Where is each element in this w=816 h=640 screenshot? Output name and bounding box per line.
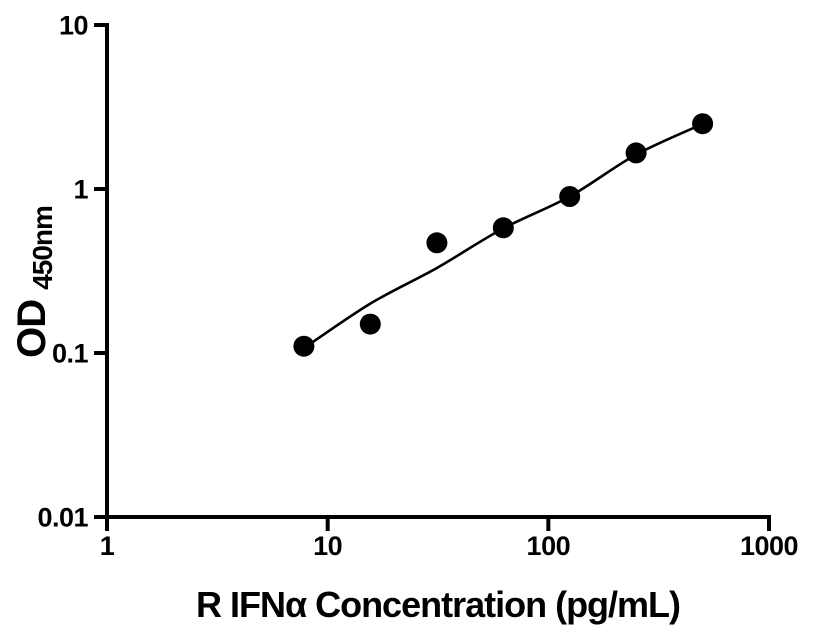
x-tick-label: 10: [313, 531, 342, 561]
data-point: [692, 113, 714, 135]
data-point: [559, 186, 581, 207]
data-points: [293, 113, 714, 357]
y-axis-ticks: 10 1 0.1 0.01: [37, 11, 107, 533]
y-axis-title-main: OD: [10, 300, 54, 358]
y-tick-label: 0.1: [52, 339, 89, 369]
y-tick-label: 1: [73, 175, 88, 205]
data-point: [492, 217, 514, 239]
data-point: [625, 142, 647, 164]
data-point: [426, 232, 448, 254]
data-point: [293, 335, 315, 357]
data-point: [359, 313, 381, 335]
y-tick-label: 0.01: [37, 503, 88, 533]
x-tick-label: 100: [527, 531, 571, 561]
y-axis-title-subscript: 450nm: [27, 206, 58, 290]
x-tick-label: 1: [100, 531, 115, 561]
x-axis-ticks: 1 10 100 1000: [100, 517, 799, 561]
x-tick-label: 1000: [740, 531, 798, 561]
y-axis-title: OD 450nm: [10, 206, 58, 358]
x-axis-title: R IFNα Concentration (pg/mL): [196, 584, 680, 625]
y-tick-label: 10: [59, 11, 88, 41]
